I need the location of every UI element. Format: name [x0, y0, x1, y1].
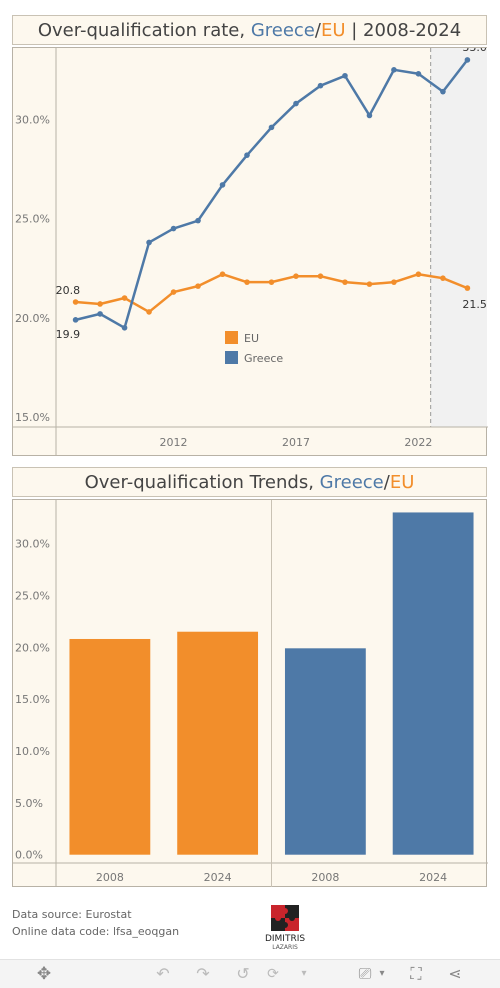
y-tick-label: 20.0%	[15, 312, 50, 325]
data-point-eu	[244, 279, 250, 285]
data-point-greece	[415, 70, 422, 77]
title2-eu: EU	[389, 472, 415, 493]
data-point-eu	[268, 279, 275, 285]
viz-toolbar: ✥ ↶ ↷ ↺ ⟳ ▾ ⎚ ▾ ⛶ ⋖	[0, 959, 500, 988]
data-point-eu	[146, 309, 152, 315]
bar-y-tick-label: 0.0%	[15, 849, 43, 862]
bar-chart: 0.0% 5.0% 10.0% 15.0% 20.0% 25.0% 30.0% 2008 202…	[13, 500, 488, 887]
data-point-greece	[342, 72, 348, 79]
logo-icon: DIMITRIS LAZARIS	[265, 905, 305, 951]
data-point-eu	[195, 283, 201, 289]
download-dropdown-icon[interactable]: ▾	[379, 968, 385, 979]
x-tick-label: 2012	[160, 436, 188, 449]
data-point-eu	[391, 279, 397, 285]
refresh-icon[interactable]: ⟳	[267, 966, 279, 982]
data-point-greece	[244, 152, 250, 158]
refresh-dropdown-icon[interactable]: ▾	[301, 968, 307, 979]
revert-icon[interactable]: ↺	[236, 964, 250, 983]
bar-eu-2008	[69, 638, 151, 855]
data-point-greece	[146, 239, 152, 246]
y-tick-label: 30.0%	[15, 113, 50, 126]
data-point-greece	[440, 88, 446, 95]
data-point-eu	[415, 271, 422, 278]
data-point-greece	[317, 82, 324, 89]
data-point-greece	[366, 112, 373, 119]
data-point-greece	[391, 67, 397, 73]
fullscreen-icon[interactable]: ⛶	[410, 964, 422, 983]
legend-label-greece: Greece	[244, 352, 283, 365]
x-tick-label: 2017	[282, 436, 310, 449]
data-point-greece	[72, 317, 79, 323]
title2-slash: /	[383, 472, 390, 493]
bar-x-tick-label: 2024	[204, 871, 232, 884]
footer: Data source: Eurostat Online data code: …	[12, 906, 179, 940]
data-point-eu	[170, 289, 177, 295]
move-icon[interactable]: ✥	[36, 964, 52, 984]
title-prefix: Over-qualification rate,	[37, 20, 251, 41]
line-chart: 15.0% 20.0% 25.0% 30.0% 2012 2017 2022 20.8 19.9…	[13, 41, 488, 456]
data-source: Data source: Eurostat	[12, 908, 132, 921]
data-point-greece	[97, 311, 103, 317]
bar-chart-panel: 0.0% 5.0% 10.0% 15.0% 20.0% 25.0% 30.0% 2008 202…	[12, 499, 488, 887]
undo-icon[interactable]: ↶	[156, 964, 170, 983]
title-greece: Greece	[250, 20, 315, 41]
data-point-eu	[342, 279, 348, 285]
bar-y-tick-label: 5.0%	[15, 797, 43, 810]
y-tick-label: 25.0%	[15, 213, 50, 226]
legend-swatch-greece	[225, 351, 238, 364]
highlight-band	[430, 48, 487, 427]
label-eu-end: 21.5	[462, 298, 487, 311]
share-screen-icon[interactable]: ⎚	[358, 964, 372, 983]
bar-x-tick-label: 2008	[311, 871, 339, 884]
bar-greece-2008	[284, 648, 366, 855]
bar-x-tick-label: 2024	[419, 871, 447, 884]
bar-y-tick-label: 25.0%	[15, 589, 50, 602]
bar-eu-2024	[177, 631, 259, 855]
title-slash: /	[314, 20, 321, 41]
title-eu: EU	[320, 20, 346, 41]
label-greece-start: 19.9	[56, 328, 81, 341]
data-point-greece	[464, 57, 471, 63]
bar-chart-title: Over-qualification Trends, Greece/EU	[12, 467, 487, 497]
data-point-greece	[268, 124, 275, 131]
title2-greece: Greece	[319, 472, 384, 493]
data-point-eu	[97, 301, 103, 307]
data-point-greece	[293, 100, 299, 107]
legend-label-eu: EU	[244, 332, 259, 345]
bar-y-tick-label: 30.0%	[15, 538, 50, 551]
x-tick-label: 2022	[404, 436, 432, 449]
data-point-eu	[219, 271, 226, 278]
data-code: Online data code: lfsa_eoqgan	[12, 925, 180, 938]
bar-y-tick-label: 20.0%	[15, 641, 50, 654]
data-point-eu	[366, 281, 373, 287]
data-point-greece	[121, 324, 128, 331]
data-point-eu	[72, 299, 79, 305]
title2-prefix: Over-qualification Trends,	[84, 472, 320, 493]
data-point-greece	[170, 225, 177, 232]
line-chart-panel: 15.0% 20.0% 25.0% 30.0% 2012 2017 2022 20.8 19.9…	[12, 41, 488, 456]
title-suffix: | 2008-2024	[345, 20, 462, 41]
series-line-greece	[75, 59, 469, 330]
legend-swatch-eu	[225, 331, 238, 344]
data-point-eu	[464, 285, 471, 291]
logo-text-1: DIMITRIS	[265, 934, 305, 944]
bar-y-tick-label: 15.0%	[15, 693, 50, 706]
data-point-eu	[440, 275, 446, 281]
bar-greece-2024	[392, 512, 474, 855]
label-eu-start: 20.8	[56, 284, 81, 297]
line-chart-title: Over-qualification rate, Greece/EU | 200…	[12, 15, 487, 45]
data-point-greece	[219, 182, 226, 188]
data-point-eu	[293, 273, 299, 279]
share-icon[interactable]: ⋖	[448, 964, 462, 983]
label-greece-end: 33.0	[462, 48, 487, 54]
logo: DIMITRIS LAZARIS	[262, 903, 312, 951]
bar-y-tick-label: 10.0%	[15, 745, 50, 758]
y-tick-label: 15.0%	[15, 411, 50, 424]
data-point-greece	[195, 217, 201, 224]
bar-x-tick-label: 2008	[96, 871, 124, 884]
data-point-eu	[317, 273, 324, 279]
logo-text-2: LAZARIS	[272, 944, 298, 951]
data-point-eu	[121, 295, 128, 301]
redo-icon[interactable]: ↷	[196, 964, 210, 983]
